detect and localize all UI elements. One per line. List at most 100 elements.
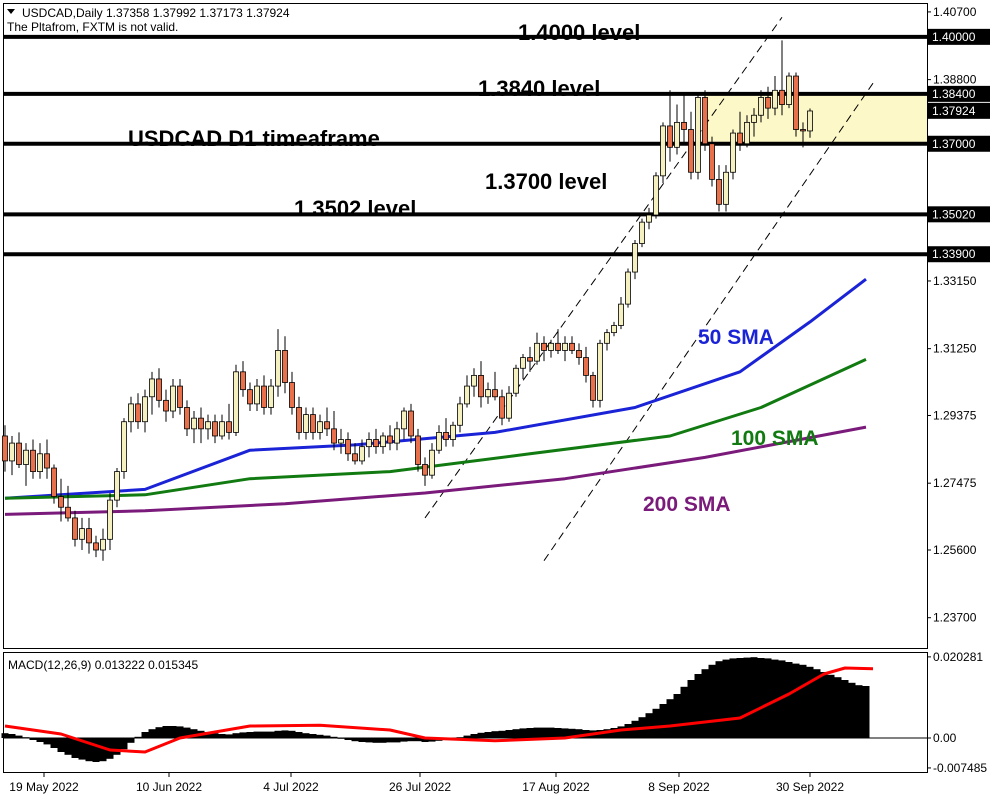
time-tick-label: 17 Aug 2022 (522, 780, 590, 794)
candle-body-bull (205, 421, 211, 430)
candle (261, 375, 267, 415)
candle (751, 108, 757, 137)
candle-body-bear (30, 449, 36, 473)
sma50-line[interactable] (4, 278, 867, 500)
candle-body-bull (751, 114, 757, 123)
macd-bar (260, 731, 268, 738)
level-price-tag (928, 246, 990, 263)
candle (114, 468, 120, 508)
sma100-line[interactable] (4, 358, 867, 500)
macd-bar (680, 686, 688, 738)
candle-body-bull (170, 385, 176, 412)
macd-bar (757, 658, 765, 738)
candle (394, 421, 400, 451)
candle (541, 336, 547, 362)
candle-body-bear (569, 342, 575, 351)
macd-bar (617, 726, 625, 738)
candle (191, 411, 197, 444)
macd-bar (50, 738, 58, 748)
macd-bar (533, 727, 541, 738)
macd-bar (813, 669, 821, 738)
macd-bar (372, 738, 380, 743)
macd-bar (78, 738, 86, 760)
candle-body-bull (366, 439, 372, 448)
candle-body-bear (702, 97, 708, 145)
candle (611, 321, 617, 337)
candle (492, 371, 498, 401)
trend-channel (424, 16, 874, 561)
candle (688, 111, 694, 180)
candle (128, 396, 134, 433)
macd-bar (554, 728, 562, 738)
candle (408, 403, 414, 444)
macd-bar (603, 729, 611, 738)
candle (527, 346, 533, 372)
candle (583, 346, 589, 383)
candle-body-bear (779, 89, 785, 105)
candle-body-bear (527, 357, 533, 362)
candle-body-bull (807, 110, 813, 132)
candle (212, 414, 218, 444)
macd-bar (386, 738, 394, 743)
macd-signal (4, 666, 874, 754)
candle (471, 368, 477, 397)
candle-body-bear (387, 435, 393, 444)
candle (632, 239, 638, 280)
channel-line-1[interactable] (543, 82, 874, 561)
candle-body-bear (226, 421, 232, 433)
candle (457, 396, 463, 433)
candle-body-bull (429, 449, 435, 476)
macd-bar (323, 735, 331, 738)
label-level-1-3502: 1.3502 level (294, 196, 416, 221)
candle (170, 378, 176, 419)
sma200-line[interactable] (4, 425, 867, 516)
candle-body-bear (261, 385, 267, 408)
candle-body-bull (23, 449, 29, 465)
candle (513, 364, 519, 397)
macd-bar (470, 734, 478, 738)
candle (562, 336, 568, 362)
candle-body-bull (107, 499, 113, 540)
candle-body-bull (597, 342, 603, 401)
candle-body-bull (100, 538, 106, 551)
candle (65, 485, 71, 522)
label-timeframe: USDCAD D1 timeaframe (128, 126, 380, 151)
candle (653, 172, 659, 219)
macd-bar (169, 726, 177, 738)
macd-bar (750, 657, 758, 738)
channel-line-0[interactable] (424, 16, 783, 519)
label-level-1-4000: 1.4000 level (518, 20, 640, 45)
candle (352, 443, 358, 465)
candle (464, 375, 470, 408)
candle-body-bull (9, 442, 15, 462)
moving-averages (4, 278, 867, 516)
level-price-tag (928, 28, 990, 45)
macd-bar (610, 728, 618, 738)
symbol-dropdown-icon[interactable] (7, 9, 15, 14)
candle-body-bull (471, 374, 477, 387)
candle-body-bear (198, 417, 204, 430)
macd-bar (778, 660, 786, 738)
candle-body-bull (758, 97, 764, 116)
candle-body-bull (149, 378, 155, 398)
candle (660, 122, 666, 183)
candle-body-bull (723, 171, 729, 205)
candlesticks (2, 40, 813, 561)
time-tick-label: 26 Jul 2022 (389, 780, 451, 794)
macd-bar (176, 726, 184, 738)
macd-bar (351, 738, 359, 742)
macd-bar (491, 731, 499, 738)
candle-body-bull (142, 396, 148, 423)
candle-body-bear (156, 378, 162, 401)
macd-signal-line[interactable] (4, 666, 874, 754)
candle (149, 371, 155, 415)
candle-body-bull (37, 453, 43, 473)
price-tick-label: 1.38800 (933, 73, 977, 87)
candle (163, 389, 169, 422)
candle-body-bear (765, 97, 771, 109)
macd-bar (519, 728, 527, 738)
candle-body-bull (646, 214, 652, 223)
candle-body-bull (520, 357, 526, 369)
candle-body-bear (716, 178, 722, 205)
